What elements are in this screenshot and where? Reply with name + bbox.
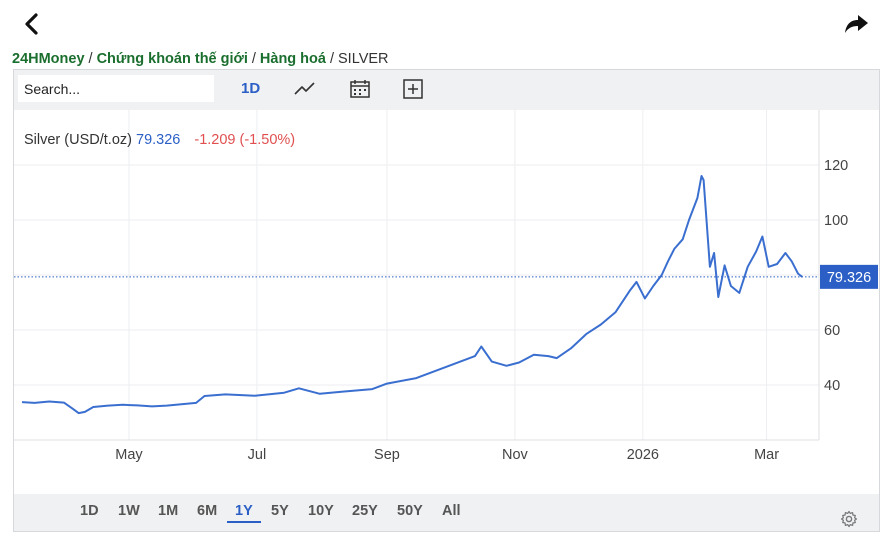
chart-toolbar: 1D: [14, 70, 879, 110]
line-chart-icon[interactable]: [293, 78, 317, 100]
price-chart[interactable]: May Jul Sep Nov 2026 Mar 40 60 100 120 Silver (US…: [14, 110, 879, 494]
chart-widget: 1D May Jul Sep Nov 2026 Mar 40 60 100 120 Silver …: [13, 69, 880, 532]
price-series-line: [21, 175, 803, 415]
range-selector: 1D 1W 1M 6M 1Y 5Y 10Y 25Y 50Y All: [14, 494, 879, 531]
breadcrumb-separator: /: [251, 51, 256, 67]
range-button-5y[interactable]: 5Y: [271, 503, 289, 519]
x-tick-label: Mar: [754, 447, 779, 463]
y-tick-label: 100: [824, 213, 848, 229]
legend-last-value: 79.326: [136, 132, 180, 148]
share-arrow-icon[interactable]: [842, 10, 870, 38]
range-button-1y[interactable]: 1Y: [227, 503, 261, 523]
legend-change: -1.209 (-1.50%): [194, 132, 295, 148]
breadcrumb-separator: /: [88, 51, 93, 67]
range-button-1d[interactable]: 1D: [80, 503, 99, 519]
legend: Silver (USD/t.oz) 79.326 -1.209 (-1.50%): [24, 132, 295, 148]
calendar-icon[interactable]: [348, 78, 372, 100]
breadcrumb-current: SILVER: [338, 51, 389, 67]
x-tick-label: Sep: [374, 447, 400, 463]
x-tick-label: Nov: [502, 447, 529, 463]
last-price-badge: [820, 264, 878, 289]
range-button-10y[interactable]: 10Y: [308, 503, 334, 519]
y-tick-label: 40: [824, 378, 840, 394]
chart-area[interactable]: May Jul Sep Nov 2026 Mar 40 60 100 120 Silver (US…: [14, 110, 879, 528]
range-button-all[interactable]: All: [442, 503, 461, 519]
range-button-6m[interactable]: 6M: [197, 503, 218, 519]
range-button-50y[interactable]: 50Y: [397, 503, 423, 519]
top-bar: [0, 0, 892, 48]
last-price-label: 79.326: [827, 270, 871, 286]
x-tick-label: 2026: [627, 447, 659, 463]
plus-square-icon[interactable]: [401, 78, 425, 100]
breadcrumb-link-world-stocks[interactable]: Chứng khoán thế giới: [96, 51, 248, 67]
y-tick-label: 120: [824, 158, 848, 174]
gear-icon[interactable]: [840, 510, 858, 528]
breadcrumb-separator: /: [329, 51, 334, 67]
chevron-left-icon[interactable]: [18, 10, 46, 38]
range-button-1m[interactable]: 1M: [158, 503, 179, 519]
search-input[interactable]: [18, 75, 214, 102]
interval-button[interactable]: 1D: [241, 80, 261, 97]
breadcrumb-link-commodities[interactable]: Hàng hoá: [259, 51, 326, 67]
breadcrumb: 24HMoney / Chứng khoán thế giới / Hàng hoá / S…: [12, 51, 389, 67]
range-button-25y[interactable]: 25Y: [352, 503, 378, 519]
x-tick-label: Jul: [248, 447, 267, 463]
x-tick-label: May: [115, 447, 143, 463]
legend-symbol: Silver (USD/t.oz): [24, 132, 136, 148]
range-button-1w[interactable]: 1W: [118, 503, 140, 519]
breadcrumb-link-home[interactable]: 24HMoney: [12, 51, 85, 67]
y-tick-label: 60: [824, 323, 840, 339]
